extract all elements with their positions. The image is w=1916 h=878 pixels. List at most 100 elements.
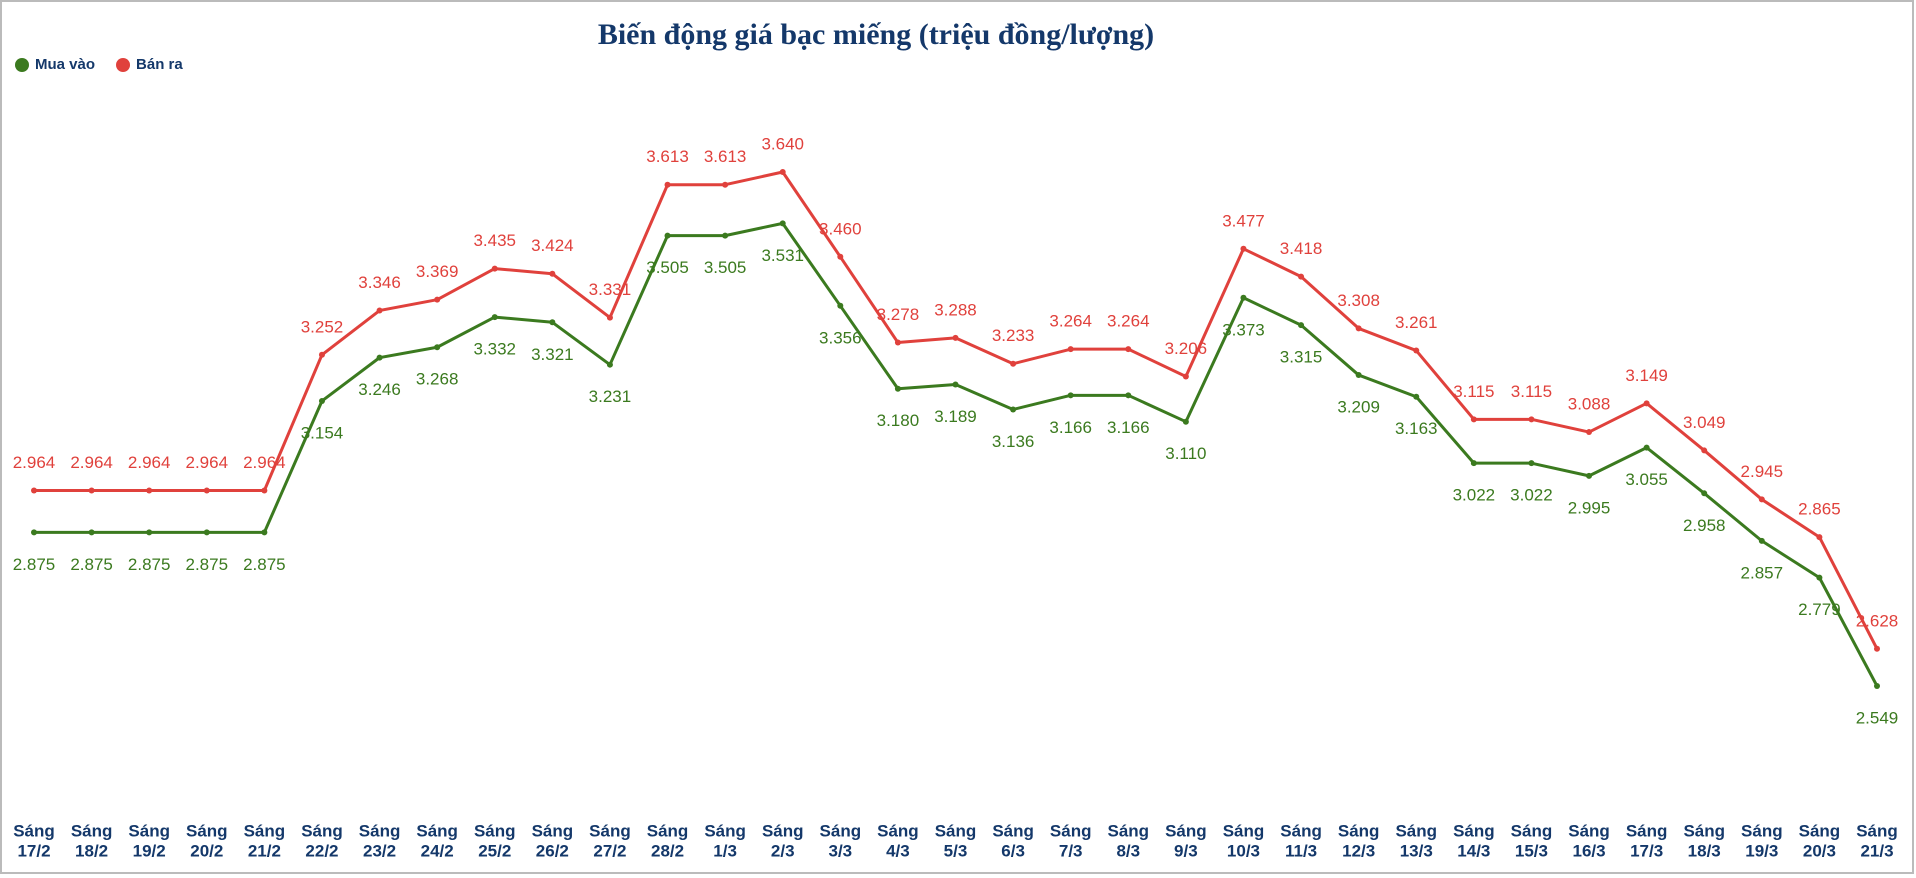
x-tick-label: 4/3 [886,841,910,860]
data-point [1413,393,1420,400]
x-tick-label: 28/2 [651,841,684,860]
data-label: 3.088 [1568,395,1611,414]
data-point [376,354,383,361]
data-label: 3.477 [1222,211,1265,230]
data-label: 3.149 [1625,366,1668,385]
x-tick-label: Sáng [71,821,113,840]
data-point [1240,294,1247,301]
x-tick-label: 23/2 [363,841,396,860]
data-label: 3.166 [1107,418,1150,437]
data-label: 2.865 [1798,500,1841,519]
data-point [1758,496,1765,503]
data-point [1413,347,1420,354]
data-label: 3.505 [704,258,747,277]
x-tick-label: Sáng [1626,821,1668,840]
data-point [88,529,95,536]
x-tick-label: 26/2 [536,841,569,860]
data-point [722,232,729,239]
data-point [318,351,325,358]
data-point [837,253,844,260]
data-point [606,361,613,368]
x-tick-label: Sáng [1741,821,1783,840]
data-label: 3.231 [589,387,632,406]
data-point [664,181,671,188]
data-label: 3.613 [646,147,689,166]
data-point [894,385,901,392]
data-label: 3.435 [473,231,516,250]
data-label: 3.264 [1049,312,1092,331]
x-tick-label: Sáng [1338,821,1380,840]
data-label: 3.321 [531,345,574,364]
series-line [34,221,1879,687]
x-tick-label: 18/3 [1688,841,1721,860]
data-point [31,529,37,536]
data-label: 3.233 [992,326,1035,345]
data-point [1701,447,1708,454]
x-tick-label: 5/3 [944,841,968,860]
data-point [146,487,153,494]
data-point [606,314,613,321]
data-point [549,270,556,277]
data-label: 2.779 [1798,600,1841,619]
data-label: 2.964 [186,453,229,472]
x-tick-label: Sáng [359,821,401,840]
data-point [1528,460,1535,467]
x-tick-label: Sáng [877,821,919,840]
data-point [779,220,786,227]
data-point [952,381,959,388]
data-point [1643,444,1650,451]
data-point [837,302,844,309]
data-label: 3.110 [1165,444,1206,463]
data-label: 3.332 [473,340,516,359]
data-label: 3.373 [1222,320,1265,339]
data-point [1125,392,1132,399]
x-tick-label: Sáng [244,821,286,840]
data-label: 3.288 [934,300,977,319]
data-point [1355,372,1362,379]
data-label: 3.264 [1107,312,1150,331]
data-label: 3.115 [1511,382,1552,401]
data-label: 3.189 [934,407,977,426]
data-label: 2.875 [128,555,171,574]
data-label: 3.049 [1683,413,1726,432]
legend-swatch [116,58,131,72]
data-point [1528,416,1535,423]
data-label: 3.268 [416,370,459,389]
data-label: 2.964 [70,453,113,472]
x-tick-label: Sáng [647,821,689,840]
data-label: 3.356 [819,328,862,347]
x-tick-label: Sáng [128,821,170,840]
x-tick-label: Sáng [1108,821,1150,840]
data-label: 3.115 [1453,382,1494,401]
x-tick-label: 21/2 [248,841,281,860]
x-tick-label: Sáng [1511,821,1553,840]
data-point [1470,460,1477,467]
x-tick-label: Sáng [1453,821,1495,840]
x-tick-label: 1/3 [713,841,737,860]
data-label: 2.875 [70,555,113,574]
data-label: 3.315 [1280,348,1323,367]
x-tick-label: 3/3 [828,841,852,860]
data-point [31,487,37,494]
x-tick-label: 2/3 [771,841,795,860]
data-label: 3.166 [1049,418,1092,437]
legend: Mua vào Bán ra [15,56,183,73]
x-tick-label: Sáng [1568,821,1610,840]
data-point [203,529,210,536]
data-point [1816,534,1823,541]
data-label: 3.022 [1453,486,1496,505]
x-tick-label: 17/3 [1630,841,1663,860]
data-label: 2.628 [1856,611,1899,630]
data-point [664,232,671,239]
data-label: 3.278 [877,305,920,324]
data-point [1643,400,1650,407]
data-label: 3.180 [877,411,920,430]
x-tick-label: 12/3 [1342,841,1375,860]
data-label: 3.252 [301,317,344,336]
legend-label: Bán ra [136,56,183,73]
data-label: 3.246 [358,380,401,399]
x-tick-label: 13/3 [1400,841,1433,860]
data-label: 3.460 [819,219,862,238]
data-label: 3.209 [1337,398,1380,417]
